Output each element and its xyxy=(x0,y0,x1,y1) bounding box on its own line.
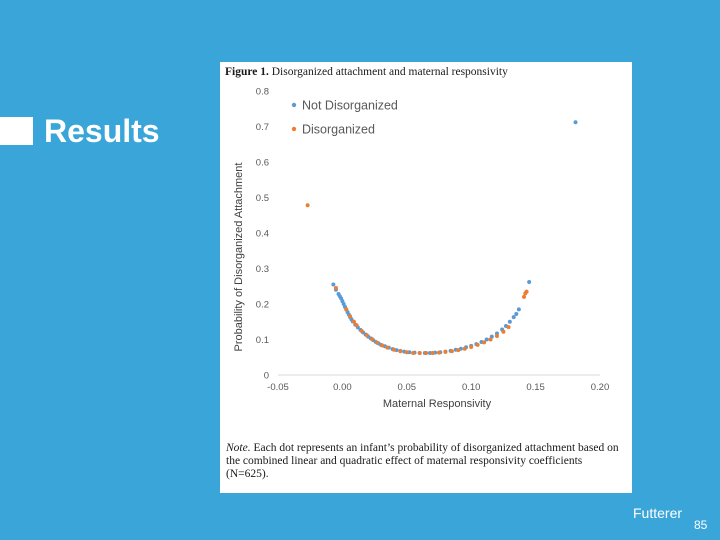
page-number: 85 xyxy=(694,518,708,532)
point-not-disorganized xyxy=(573,120,578,125)
point-disorganized xyxy=(348,314,353,319)
y-tick-label: 0.3 xyxy=(256,264,269,275)
y-tick-label: 0.8 xyxy=(256,87,269,98)
slide-title: Results xyxy=(44,113,160,149)
figure-label: Figure 1. xyxy=(225,66,269,78)
point-disorganized xyxy=(375,340,380,345)
point-not-disorganized xyxy=(511,315,516,320)
point-disorganized xyxy=(354,323,359,328)
point-not-disorganized xyxy=(514,311,519,316)
point-disorganized xyxy=(411,350,416,355)
y-tick-label: 0.6 xyxy=(256,158,269,169)
y-tick-label: 0 xyxy=(264,371,269,382)
point-disorganized xyxy=(305,203,310,208)
point-disorganized xyxy=(398,349,403,354)
point-disorganized xyxy=(424,350,429,355)
y-axis-title: Probability of Disorganized Attachment xyxy=(233,163,245,352)
figure-caption-text: Disorganized attachment and maternal res… xyxy=(271,66,508,78)
x-axis-title: Maternal Responsivity xyxy=(383,398,492,410)
y-tick-label: 0.1 xyxy=(256,335,269,346)
point-disorganized xyxy=(370,337,375,342)
point-disorganized xyxy=(351,319,356,324)
legend-label: Not Disorganized xyxy=(302,99,398,113)
x-tick-label: 0.15 xyxy=(526,382,545,393)
point-disorganized xyxy=(488,337,493,342)
y-tick-label: 0.4 xyxy=(256,229,269,240)
point-disorganized xyxy=(391,347,396,352)
point-not-disorganized xyxy=(507,319,512,324)
point-disorganized xyxy=(494,333,499,338)
x-tick-label: 0.20 xyxy=(591,382,610,393)
point-disorganized xyxy=(385,345,390,350)
point-disorganized xyxy=(333,286,338,291)
y-tick-label: 0.2 xyxy=(256,300,269,311)
point-disorganized xyxy=(364,333,369,338)
title-accent-bar xyxy=(0,117,33,145)
x-tick-label: 0.00 xyxy=(333,382,352,393)
point-disorganized xyxy=(524,289,529,294)
point-not-disorganized xyxy=(484,337,489,342)
x-tick-label: -0.05 xyxy=(267,382,289,393)
point-disorganized xyxy=(417,350,422,355)
point-not-disorganized xyxy=(527,279,532,284)
point-disorganized xyxy=(449,349,454,354)
figure-caption: Figure 1. Disorganized attachment and ma… xyxy=(225,66,630,78)
point-not-disorganized xyxy=(331,282,336,287)
point-disorganized xyxy=(380,343,385,348)
point-disorganized xyxy=(506,325,511,330)
scatter-chart: 0 0.1 0.2 0.3 0.4 0.5 0.6 0.7 0.8 -0.05 0.00 0.05 0.… xyxy=(233,87,610,411)
point-disorganized xyxy=(404,350,409,355)
legend-label: Disorganized xyxy=(302,123,375,137)
x-tick-label: 0.10 xyxy=(462,382,481,393)
point-disorganized xyxy=(475,342,480,347)
y-tick-label: 0.7 xyxy=(256,122,269,133)
point-disorganized xyxy=(443,349,448,354)
x-tick-label: 0.05 xyxy=(398,382,417,393)
chart-frame: 0 0.1 0.2 0.3 0.4 0.5 0.6 0.7 0.8 -0.05 0.00 0.05 0.… xyxy=(222,80,619,486)
note-label: Note. xyxy=(226,442,251,454)
point-not-disorganized xyxy=(516,307,521,312)
y-tick-label: 0.5 xyxy=(256,193,269,204)
figure-panel: Figure 1. Disorganized attachment and ma… xyxy=(220,62,632,493)
point-disorganized xyxy=(344,307,349,312)
legend-marker xyxy=(291,102,297,108)
point-disorganized xyxy=(430,350,435,355)
point-disorganized xyxy=(501,329,506,334)
figure-note: Note. Each dot represents an infant’s pr… xyxy=(226,442,626,481)
point-disorganized xyxy=(359,328,364,333)
legend-marker xyxy=(291,126,297,132)
point-disorganized xyxy=(482,340,487,345)
point-disorganized xyxy=(469,344,474,349)
point-disorganized xyxy=(462,346,467,351)
author-name: Futterer xyxy=(633,505,683,521)
note-text: Each dot represents an infant’s probabil… xyxy=(226,442,619,480)
point-disorganized xyxy=(456,348,461,353)
point-disorganized xyxy=(522,294,527,299)
point-disorganized xyxy=(437,350,441,355)
